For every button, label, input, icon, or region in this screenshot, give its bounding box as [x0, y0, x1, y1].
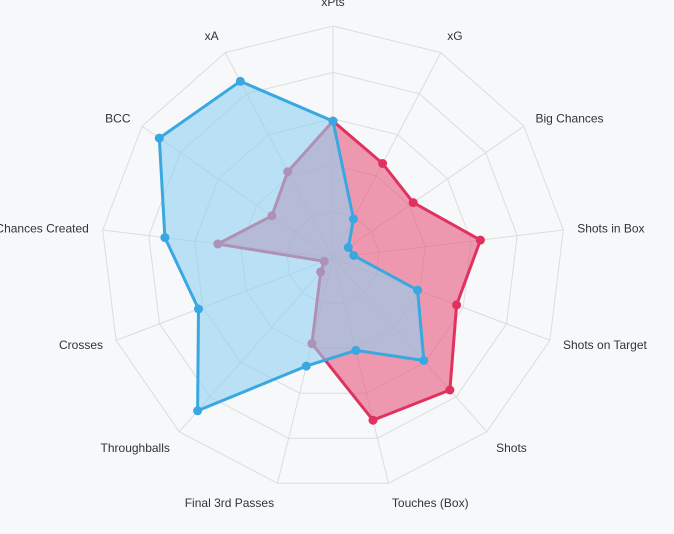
data-point-big-chances[interactable] [408, 198, 418, 208]
axis-label-shots-in-box: Shots in Box [577, 221, 644, 235]
axis-label-shots-on-target: Shots on Target [563, 338, 648, 352]
data-point-touches-box[interactable] [368, 415, 378, 425]
axis-label-throughballs: Throughballs [101, 441, 170, 455]
data-point-xa[interactable] [235, 76, 245, 86]
axis-label-xa: xA [205, 29, 219, 43]
axis-label-touches-box: Touches (Box) [392, 496, 469, 510]
data-point-big-chances[interactable] [343, 243, 353, 252]
data-point-throughballs[interactable] [193, 406, 203, 416]
data-point-shots-on-target[interactable] [452, 300, 462, 310]
axis-label-big-chances: Big Chances [536, 111, 604, 125]
axis-label-crosses: Crosses [59, 338, 103, 352]
data-point-shots-on-target[interactable] [413, 285, 423, 295]
axis-labels: xPts xG Big Chances Shots in Box Shots on Ta… [0, 0, 648, 510]
data-point-shots[interactable] [445, 385, 455, 395]
data-point-final-3rd-passes[interactable] [301, 361, 311, 371]
data-point-xpts[interactable] [328, 116, 338, 126]
axis-label-bcc: BCC [105, 111, 131, 125]
axis-label-chances-created: Chances Created [0, 221, 89, 235]
series-layer [154, 76, 485, 425]
series-2 [154, 76, 429, 416]
data-point-crosses[interactable] [194, 304, 203, 314]
axis-label-xpts: xPts [321, 0, 344, 9]
axis-label-final-3rd-passes: Final 3rd Passes [185, 496, 274, 510]
data-point-shots-in-box[interactable] [475, 235, 485, 245]
data-point-xg[interactable] [378, 159, 388, 168]
data-point-shots-in-box[interactable] [349, 251, 359, 260]
grid-ring [102, 25, 564, 484]
data-point-shots[interactable] [419, 356, 429, 365]
data-point-xg[interactable] [349, 214, 358, 224]
data-point-touches-box[interactable] [351, 345, 361, 355]
axis-label-shots: Shots [496, 441, 527, 455]
data-point-chances-created[interactable] [160, 233, 170, 243]
axis-label-xg: xG [447, 29, 462, 43]
data-point-bcc[interactable] [154, 133, 164, 143]
